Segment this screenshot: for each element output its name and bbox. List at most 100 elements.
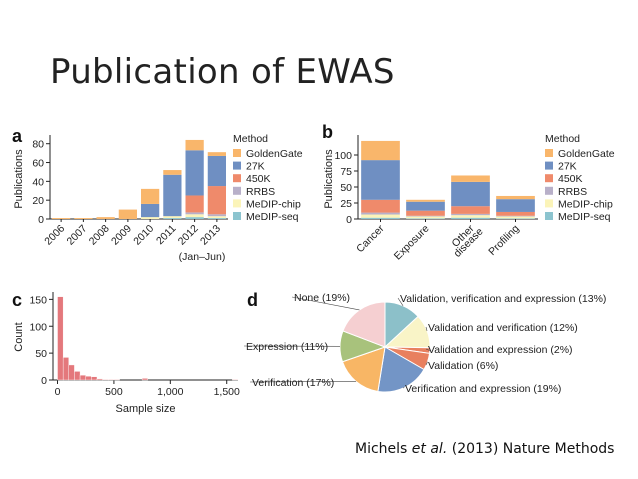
bar-segment-goldengate	[141, 188, 160, 204]
bar-segment-medip-chip	[141, 217, 160, 219]
legend-swatch-27k	[233, 161, 241, 170]
legend-swatch-medip-seq	[545, 212, 553, 220]
legend-label: MeDIP-seq	[558, 211, 611, 223]
bar-segment-medip-seq	[451, 217, 490, 219]
x-tick-label: 1,500	[214, 386, 240, 398]
chart-panel-a: 020406080Publications2006200720082009201…	[13, 133, 303, 263]
bar-segment-27k	[185, 150, 204, 196]
bar-segment-goldengate	[207, 152, 226, 156]
x-tick-label: 2013	[198, 223, 223, 248]
histogram-bar	[113, 379, 120, 381]
y-tick-label: 150	[29, 294, 47, 306]
x-tick-label: 2008	[87, 223, 112, 248]
pie-leader-line	[249, 381, 357, 383]
bar-segment-medip-chip	[185, 214, 204, 218]
panel-label-d: d	[247, 290, 258, 310]
bar-segment-450k	[406, 210, 445, 216]
y-tick-label: 100	[29, 321, 47, 333]
pie-leader-line	[397, 297, 404, 306]
bar-segment-goldengate	[496, 195, 535, 200]
legend-title: Method	[545, 133, 580, 145]
legend-swatch-goldengate	[233, 149, 241, 157]
y-axis-label: Count	[13, 322, 25, 351]
y-axis-label: Publications	[13, 149, 25, 209]
y-tick-label: 50	[35, 348, 47, 360]
histogram-bar	[79, 374, 86, 381]
slide-title: Publication of EWAS	[50, 52, 395, 92]
bar-segment-rrbs	[406, 215, 445, 217]
bar-segment-27k	[207, 155, 226, 187]
chart-panel-d: Validation, verification and expression …	[243, 292, 606, 395]
bar-segment-medip-chip	[163, 216, 182, 219]
bar-segment-medip-chip	[361, 214, 400, 218]
x-tick-label: 0	[55, 386, 61, 398]
pie-leader-line	[425, 348, 430, 351]
bar-segment-rrbs	[207, 214, 226, 217]
legend-label: 450K	[558, 173, 583, 185]
legend-label: 450K	[246, 173, 271, 185]
chart-panel-c: 0 50 100 150 0 500 1,000 1,500 Count Sample size	[13, 292, 240, 415]
y-tick-label: 80	[32, 139, 44, 151]
y-tick-label: 50	[340, 182, 352, 194]
histogram-bar	[91, 376, 98, 381]
bar-segment-27k	[141, 203, 160, 218]
legend-label: RRBS	[558, 186, 587, 198]
panel-label-c: c	[12, 290, 22, 310]
bar-segment-goldengate	[52, 218, 71, 219]
y-tick-label: 100	[334, 150, 352, 162]
histogram-bar	[96, 378, 103, 381]
x-axis-label: Sample size	[116, 403, 176, 415]
y-tick-label: 40	[32, 176, 44, 188]
legend-label: MeDIP-chip	[558, 198, 613, 210]
pie-label: Validation and expression (2%)	[428, 344, 573, 356]
bar-segment-goldengate	[361, 140, 400, 161]
bar-segment-medip-seq	[361, 217, 400, 219]
x-tick-label: 2011	[154, 223, 179, 248]
legend-label: GoldenGate	[558, 148, 615, 160]
bar-segment-27k	[496, 199, 535, 212]
bar-segment-27k	[451, 181, 490, 207]
x-tick-label: 2009	[109, 223, 134, 248]
bar-segment-goldengate	[118, 209, 137, 219]
bar-segment-goldengate	[406, 199, 445, 202]
bar-segment-27k	[406, 201, 445, 211]
histogram-bar	[68, 364, 75, 381]
bar-segment-rrbs	[185, 212, 204, 215]
pie-label: Validation and verification (12%)	[428, 322, 578, 334]
citation: Michels et al. (2013) Nature Methods	[355, 441, 614, 457]
x-tick-label: 2006	[42, 223, 67, 248]
pie-label: Expression (11%)	[246, 341, 328, 353]
x-extra-label: (Jan–Jun)	[179, 251, 226, 263]
x-tick-label: 1,000	[157, 386, 183, 398]
pie-label: Verification and expression (19%)	[405, 383, 561, 395]
legend-label: 27K	[558, 161, 577, 173]
legend-title: Method	[233, 133, 268, 145]
bar-segment-medip-seq	[406, 218, 445, 219]
histogram-bar	[74, 371, 81, 381]
bar-segment-medip-seq	[207, 218, 226, 219]
bar-segment-rrbs	[451, 213, 490, 216]
legend-swatch-rrbs	[233, 186, 241, 195]
legend-label: RRBS	[246, 186, 275, 198]
y-tick-label: 0	[346, 214, 352, 226]
citation-etal: et al.	[411, 441, 448, 457]
bar-segment-27k	[361, 160, 400, 200]
legend-swatch-rrbs	[545, 186, 553, 195]
legend-swatch-medip-chip	[233, 199, 241, 208]
pie-label: Validation, verification and expression …	[400, 293, 606, 305]
x-tick-label: 2012	[176, 223, 201, 248]
bar-segment-450k	[496, 211, 535, 216]
bar-segment-rrbs	[361, 212, 400, 215]
pie-leader-line	[425, 326, 428, 332]
x-tick-label: 2010	[131, 223, 156, 248]
y-tick-label: 25	[340, 198, 352, 210]
y-tick-label: 0	[38, 214, 44, 226]
bar-segment-goldengate	[96, 217, 115, 219]
histogram-bar	[141, 378, 148, 381]
y-axis-label: Publications	[323, 149, 335, 209]
histogram-bar	[232, 379, 239, 381]
y-tick-label: 60	[32, 158, 44, 170]
pie-label: Validation (6%)	[428, 360, 498, 372]
